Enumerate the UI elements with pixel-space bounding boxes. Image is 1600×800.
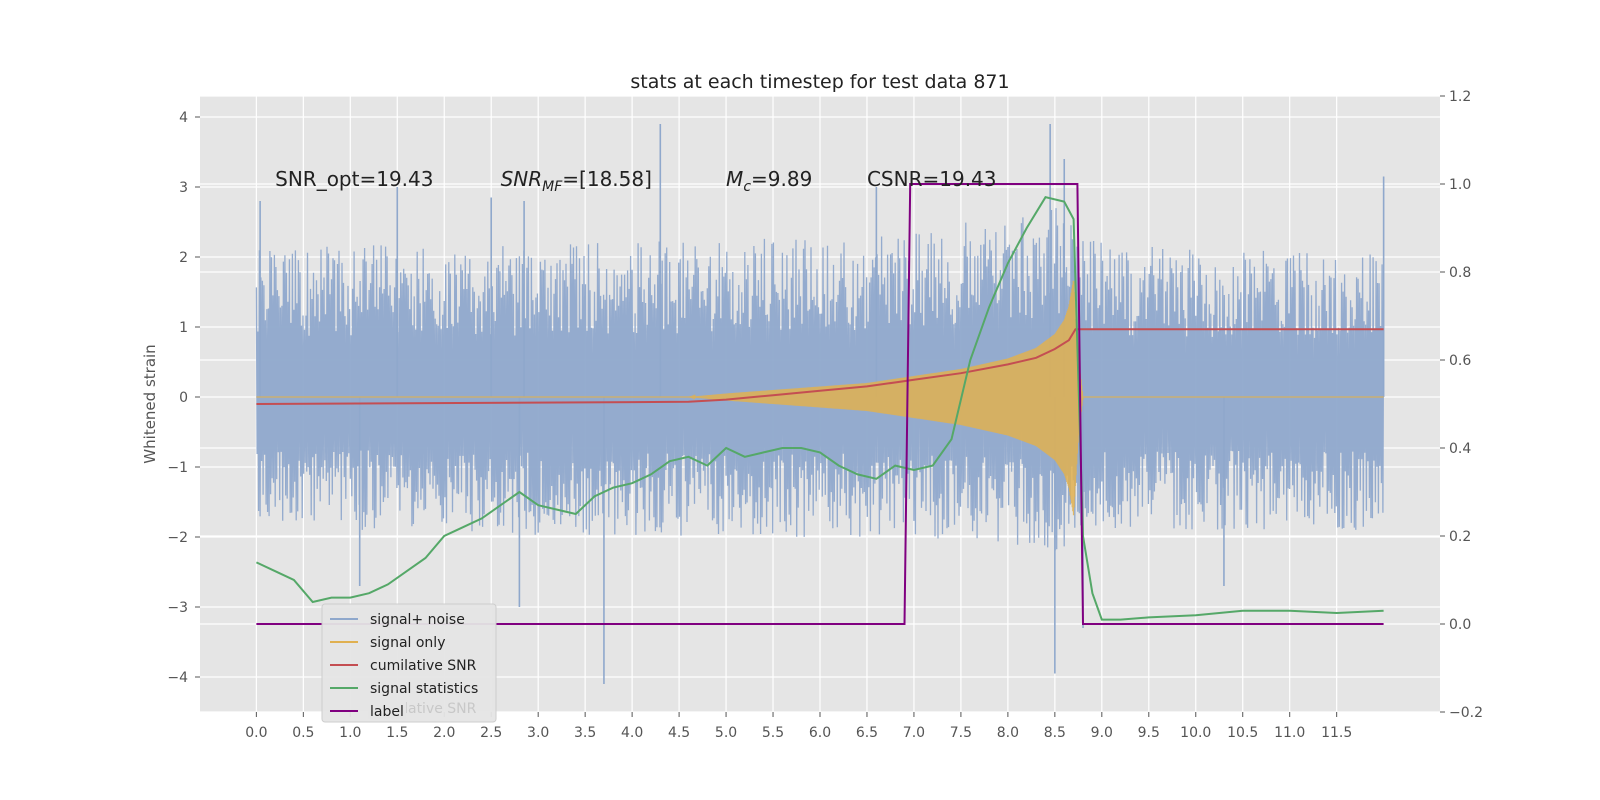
x-tick-label: 9.5	[1138, 725, 1160, 741]
y2-tick-label: 0.0	[1449, 617, 1471, 633]
y-tick-label: 4	[179, 110, 188, 126]
y2-tick-label: 1.2	[1449, 89, 1471, 105]
x-tick-label: 4.0	[621, 725, 643, 741]
legend-label: signal only	[370, 635, 445, 651]
annotation: SNR_opt=19.43	[275, 167, 433, 191]
x-tick-label: 1.5	[386, 725, 408, 741]
x-tick-label: 3.0	[527, 725, 549, 741]
legend-box	[321, 603, 497, 723]
right-axis-ticks: 1.2 1.0 0.8 0.6 0.4 0.2 0.0 −0.2	[1440, 89, 1483, 721]
y-axis-ticks: 4 3 2 1 0 −1 −2 −3 −4	[167, 110, 200, 686]
y2-tick-label: 0.2	[1449, 529, 1471, 545]
x-tick-label: 5.0	[715, 725, 737, 741]
x-tick-label: 6.5	[856, 725, 878, 741]
x-tick-label: 11.0	[1274, 725, 1305, 741]
series-signal-statistics	[255, 196, 1384, 621]
x-tick-label: 8.0	[997, 725, 1019, 741]
series-label	[256, 183, 1384, 625]
y-tick-label: −1	[167, 460, 188, 476]
series-signal-noise	[255, 208, 1385, 551]
annotation: Mc=9.89	[726, 167, 812, 195]
x-tick-label: 10.5	[1227, 725, 1258, 741]
x-tick-label: 2.0	[433, 725, 455, 741]
x-tick-label: 10.0	[1180, 725, 1211, 741]
legend-label: cumilative SNR	[370, 658, 477, 674]
legend-label: signal+ noise	[370, 612, 465, 628]
series-cumulative-snr	[256, 328, 1384, 405]
y-tick-label: −4	[167, 670, 188, 686]
x-tick-label: 9.0	[1091, 725, 1113, 741]
x-tick-label: 5.5	[762, 725, 784, 741]
x-tick-label: 8.5	[1044, 725, 1066, 741]
y-tick-label: 1	[179, 320, 188, 336]
legend-label-bg	[368, 701, 406, 719]
y2-tick-label: 0.4	[1449, 441, 1471, 457]
x-tick-label: 3.5	[574, 725, 596, 741]
chart-title: stats at each timestep for test data 871	[630, 71, 1009, 93]
x-tick-label: 0.5	[292, 725, 314, 741]
y2-tick-label: 1.0	[1449, 177, 1471, 193]
x-tick-label: 4.5	[668, 725, 690, 741]
x-axis-ticks: 0.0 0.5 1.0 1.5 2.0 2.5 3.0 3.5 4.0 4.5 5.0 5.5 6.0 6…	[245, 712, 1352, 741]
x-tick-label: 7.0	[903, 725, 925, 741]
y-tick-label: 2	[179, 250, 188, 266]
x-tick-label: 11.5	[1321, 725, 1352, 741]
annotation: SNRMF=[18.58]	[501, 167, 652, 195]
x-tick-label: 2.5	[480, 725, 502, 741]
y-tick-label: −2	[167, 530, 188, 546]
y-tick-label: 3	[179, 180, 188, 196]
y2-tick-label: 0.8	[1449, 265, 1471, 281]
y-axis-label: Whitened strain	[141, 344, 159, 463]
y-tick-label: −3	[167, 600, 188, 616]
y-tick-label: 0	[179, 390, 188, 406]
legend-label: label	[370, 704, 404, 720]
x-tick-label: 1.0	[339, 725, 361, 741]
x-tick-label: 7.5	[950, 725, 972, 741]
annotations: SNR_opt=19.43 SNRMF=[18.58] Mc=9.89 CSNR=19…	[275, 167, 996, 195]
data-layer	[255, 124, 1385, 684]
legend-label: signal statistics	[370, 681, 478, 697]
y2-tick-label: 0.6	[1449, 353, 1471, 369]
x-tick-label: 0.0	[245, 725, 267, 741]
x-tick-label: 6.0	[809, 725, 831, 741]
y2-tick-label: −0.2	[1449, 705, 1483, 721]
annotation: CSNR=19.43	[867, 167, 997, 191]
